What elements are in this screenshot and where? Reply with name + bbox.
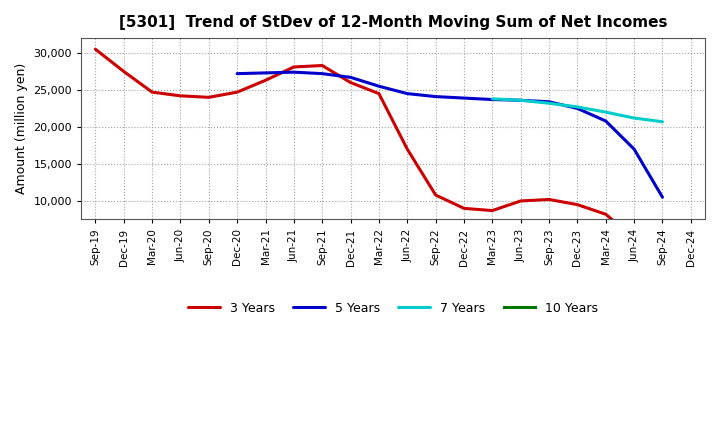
5 Years [318,71,327,76]
5 Years [403,91,412,96]
7 Years [630,115,639,121]
3 Years [91,47,99,52]
3 Years [488,208,497,213]
7 Years [573,104,582,110]
3 Years [403,147,412,152]
3 Years [289,64,298,70]
5 Years [233,71,241,76]
3 Years [601,212,610,217]
5 Years [573,106,582,111]
3 Years [120,69,128,74]
3 Years [516,198,525,204]
Legend: 3 Years, 5 Years, 7 Years, 10 Years: 3 Years, 5 Years, 7 Years, 10 Years [189,302,598,315]
5 Years [601,118,610,124]
3 Years [374,91,383,96]
3 Years [630,235,639,241]
5 Years [488,97,497,102]
3 Years [261,78,270,83]
5 Years [261,70,270,76]
Line: 5 Years: 5 Years [237,72,662,197]
3 Years [459,206,468,211]
3 Years [176,93,185,99]
3 Years [204,95,213,100]
5 Years [630,147,639,152]
5 Years [459,95,468,101]
7 Years [545,101,554,106]
Y-axis label: Amount (million yen): Amount (million yen) [15,63,28,194]
7 Years [516,98,525,103]
7 Years [658,119,667,125]
5 Years [289,70,298,75]
5 Years [516,98,525,103]
5 Years [431,94,440,99]
5 Years [658,194,667,200]
5 Years [545,99,554,104]
3 Years [233,89,241,95]
Line: 7 Years: 7 Years [492,99,662,122]
3 Years [318,63,327,68]
7 Years [488,96,497,102]
5 Years [346,75,355,80]
3 Years [658,246,667,252]
Line: 3 Years: 3 Years [95,49,662,249]
3 Years [431,192,440,198]
3 Years [573,202,582,207]
7 Years [601,110,610,115]
3 Years [346,80,355,85]
3 Years [545,197,554,202]
3 Years [148,89,156,95]
5 Years [374,84,383,89]
Title: [5301]  Trend of StDev of 12-Month Moving Sum of Net Incomes: [5301] Trend of StDev of 12-Month Moving… [119,15,667,30]
